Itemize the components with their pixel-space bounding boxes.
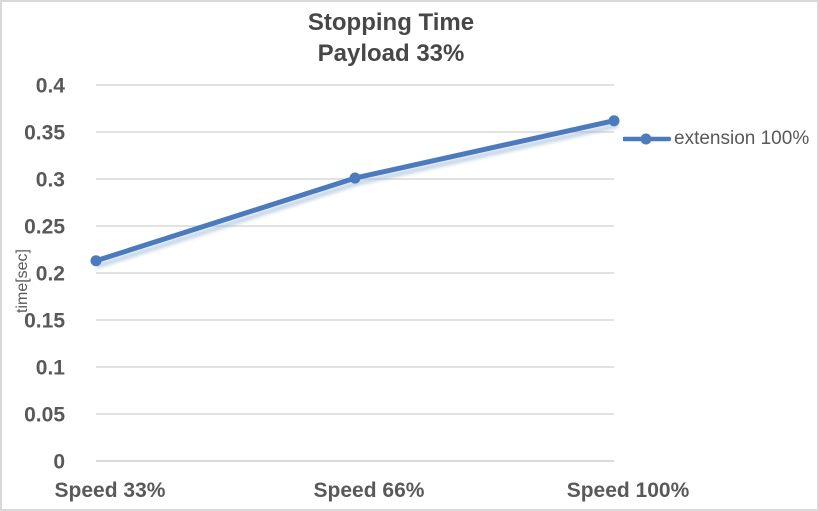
y-tick-label: 0.35 [24,122,65,145]
data-point-marker[interactable] [349,172,361,184]
legend-line-marker-icon [623,133,671,145]
y-tick-label: 0 [53,451,65,474]
chart-title: Stopping Time Payload 33% [2,7,780,69]
chart-title-line-2: Payload 33% [317,40,465,67]
y-tick-label: 0.25 [24,216,65,239]
x-category-label: Speed 33% [55,479,166,502]
series-line-shadow [96,123,619,269]
data-point-marker[interactable] [90,255,102,267]
x-category-label: Speed 66% [314,479,425,502]
chart-title-line-1: Stopping Time [307,9,475,36]
legend-marker-icon [640,133,652,145]
y-tick-label: 0.1 [36,357,66,380]
y-tick-label: 0.15 [24,310,65,333]
legend-label: extension 100% [674,128,810,149]
legend[interactable]: extension 100% [623,128,809,150]
x-category-label: Speed 100% [567,479,690,502]
y-tick-label: 0.4 [36,75,66,98]
y-tick-label: 0.3 [36,169,65,192]
y-tick-label: 0.05 [24,404,65,427]
y-tick-label: 0.2 [36,263,65,286]
data-point-marker[interactable] [608,115,620,127]
